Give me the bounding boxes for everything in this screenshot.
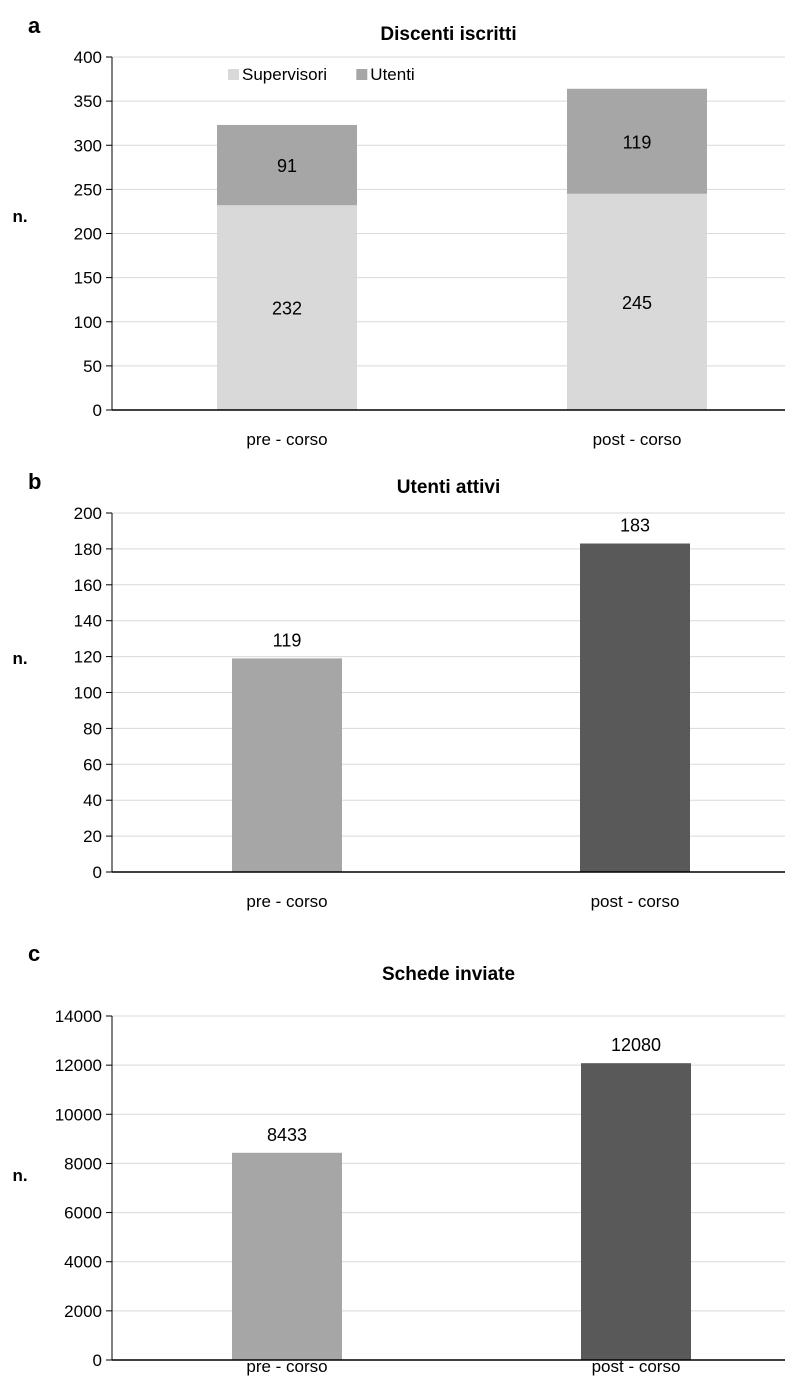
panel-letter: b [28,469,41,494]
y-tick-label: 4000 [64,1253,102,1272]
x-category-label: pre - corso [246,430,327,449]
y-tick-label: 0 [93,401,102,420]
chart-title: Schede inviate [382,964,515,985]
y-tick-label: 50 [83,357,102,376]
y-tick-label: 6000 [64,1204,102,1223]
chart-panel-c: c Schede inviate 0 2000 4000 6000 8000 10000 120… [12,941,785,1376]
y-tick-label: 40 [83,791,102,810]
y-tick-label: 200 [74,504,102,523]
bar-0 [232,1152,342,1360]
panel-letter: a [28,13,41,38]
data-label: 119 [273,630,302,650]
bar-0 [232,658,342,872]
y-tick-label: 140 [74,612,102,631]
y-tick-label: 8000 [64,1154,102,1173]
y-tick-label: 10000 [55,1105,102,1124]
bar-supervisori-0 [217,205,357,410]
y-tick-label: 400 [74,48,102,67]
y-tick-label: 300 [74,136,102,155]
y-axis-label: n. [12,649,27,668]
y-tick-label: 180 [74,540,102,559]
legend-swatch [228,69,239,80]
x-category-label: post - corso [592,1357,681,1376]
legend-swatch [356,69,368,80]
bar-1 [581,1063,691,1360]
bar-utenti-0 [217,124,357,206]
data-label: 119 [623,132,652,152]
y-tick-label: 100 [74,313,102,332]
data-label: 232 [272,299,302,319]
y-axis-label: n. [12,1166,27,1185]
chart-panel-a: a Discenti iscritti 0 50 100 150 200 250 300 350 4… [12,13,785,449]
y-tick-label: 2000 [64,1302,102,1321]
chart-title: Discenti iscritti [380,24,516,45]
y-tick-label: 200 [74,225,102,244]
x-category-label: pre - corso [246,892,327,911]
data-label: 8433 [267,1125,307,1145]
legend-entry: Supervisori [242,65,327,84]
x-category-label: post - corso [591,892,680,911]
y-tick-label: 14000 [55,1007,102,1026]
y-axis-label: n. [12,207,27,226]
y-tick-label: 60 [83,755,102,774]
y-tick-label: 160 [74,576,102,595]
bar-1 [580,543,690,872]
bar-supervisori-1 [567,193,707,410]
chart-panel-b: b Utenti attivi 0 20 40 60 80 100 120 140 160 180 20… [12,469,785,911]
y-tick-label: 12000 [55,1056,102,1075]
data-label: 245 [622,293,652,313]
y-tick-label: 100 [74,684,102,703]
data-label: 91 [277,156,297,176]
x-category-label: post - corso [593,430,682,449]
y-tick-label: 120 [74,648,102,667]
data-label: 12080 [611,1035,661,1055]
bar-utenti-1 [567,88,707,194]
y-tick-label: 80 [83,719,102,738]
panel-letter: c [28,941,40,966]
chart-title: Utenti attivi [397,477,500,498]
y-tick-label: 0 [93,863,102,882]
y-tick-label: 250 [74,180,102,199]
y-tick-label: 150 [74,269,102,288]
y-tick-label: 20 [83,827,102,846]
x-category-label: pre - corso [246,1357,327,1376]
y-tick-label: 350 [74,92,102,111]
data-label: 183 [620,516,650,536]
legend-entry: Utenti [370,65,414,84]
y-tick-label: 0 [93,1351,102,1370]
